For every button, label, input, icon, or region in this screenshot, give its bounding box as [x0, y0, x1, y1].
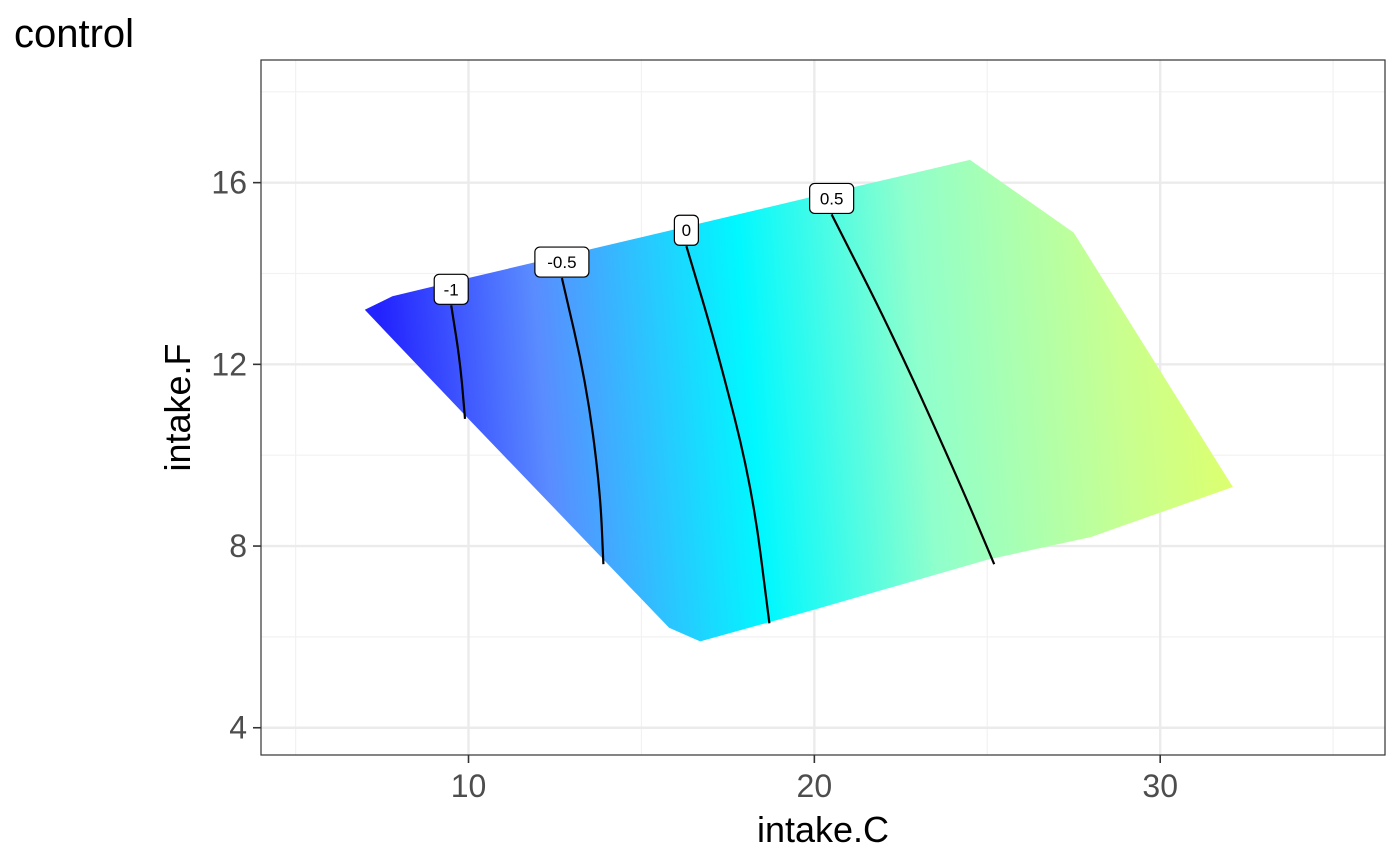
contour-line: [450, 305, 467, 419]
panel-border: [260, 59, 1386, 756]
contour-label-text: 0: [682, 221, 691, 240]
contour-line: [685, 245, 771, 624]
contour-label: 0: [673, 214, 699, 246]
contour-line: [830, 213, 996, 565]
filled-contour-region: [364, 159, 1233, 642]
x-tick-label: 30: [1142, 768, 1178, 804]
contour-label-text: 0.5: [820, 189, 844, 208]
contour-label-box: [673, 214, 699, 246]
contour-label: -1: [433, 273, 469, 305]
y-axis-title: intake.F: [157, 343, 198, 471]
chart-title: control: [14, 12, 135, 56]
contour-label-box: [534, 246, 590, 278]
x-tick-label: 10: [451, 768, 487, 804]
x-axis-title: intake.C: [757, 809, 889, 850]
x-tick-label: 20: [797, 768, 833, 804]
contour-label-text: -0.5: [547, 253, 576, 272]
y-tick-label: 8: [229, 528, 247, 564]
y-tick-label: 16: [211, 165, 247, 201]
contour-label: 0.5: [809, 182, 855, 215]
contour-line: [560, 277, 605, 565]
contour-label-text: -1: [444, 280, 459, 299]
contour-label-box: [809, 182, 855, 215]
y-tick-label: 4: [229, 710, 247, 746]
axes-layer: 10 20 30 4 8 12 16: [211, 165, 1178, 804]
fill-layer: [364, 159, 1233, 642]
contour-layer: [450, 213, 996, 624]
contour-labels-layer: -1 -0.5 0 0.5: [433, 182, 855, 305]
y-tick-label: 12: [211, 346, 247, 382]
contour-label: -0.5: [534, 246, 590, 278]
contour-label-box: [433, 273, 469, 305]
